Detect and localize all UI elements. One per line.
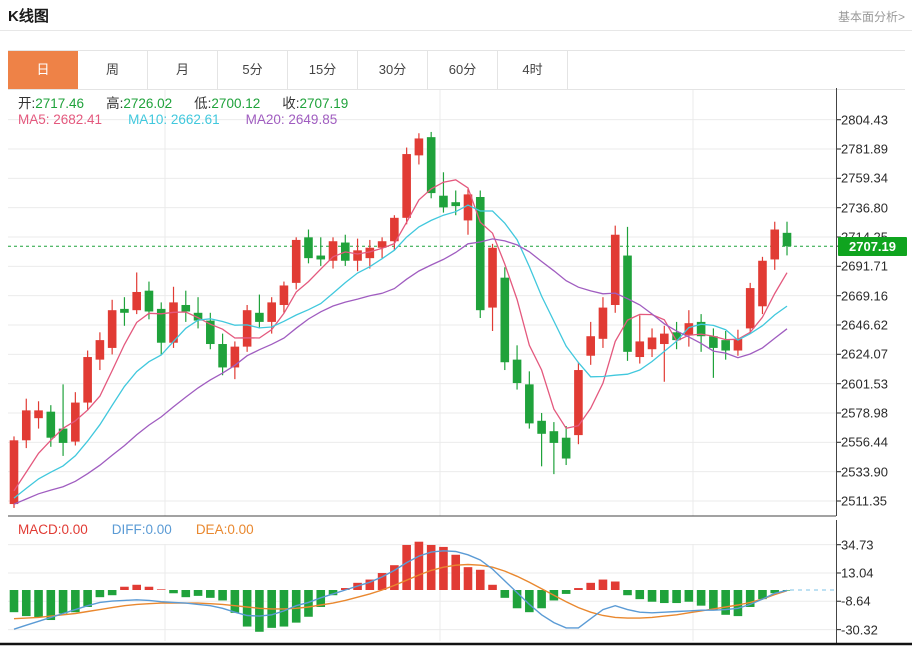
tab-4时[interactable]: 4时 [498, 51, 568, 89]
ma-value: MA5: 2682.41 [18, 112, 103, 127]
ohlc-item: 低:2700.12 [194, 96, 260, 111]
ohlc-label: 高: [106, 96, 124, 111]
price-tick-label: 2556.44 [841, 434, 888, 450]
macd-value: DIFF:0.00 [111, 522, 172, 537]
macd-readout: MACD:0.00 DIFF:0.00 DEA:0.00 [18, 522, 278, 537]
ohlc-item: 高:2726.02 [106, 96, 172, 111]
price-tick-label: 2804.43 [841, 112, 888, 128]
tab-日[interactable]: 日 [8, 51, 78, 89]
ma-value: MA20: 2649.85 [245, 112, 338, 127]
ohlc-label: 收: [282, 96, 300, 111]
fundamental-analysis-link[interactable]: 基本面分析> [837, 10, 905, 24]
macd-tick-label: -8.64 [841, 593, 871, 609]
ohlc-label: 低: [194, 96, 212, 111]
tab-月[interactable]: 月 [148, 51, 218, 89]
timeframe-tab-strip: 日周月 5分 15分 30分 60分 4时 [8, 50, 905, 90]
page-title: K线图 [8, 8, 49, 25]
ohlc-value: 2726.02 [123, 96, 173, 111]
price-tick-label: 2691.71 [841, 258, 888, 274]
price-tick-label: 2511.35 [841, 493, 888, 509]
price-tick-label: 2601.53 [841, 376, 888, 392]
ohlc-item: 开:2717.46 [18, 96, 84, 111]
tab-5分[interactable]: 5分 [218, 51, 288, 89]
price-tick-label: 2781.89 [841, 141, 888, 157]
price-tick-label: 2533.90 [841, 464, 888, 480]
macd-value: MACD:0.00 [18, 522, 88, 537]
price-tick-label: 2646.62 [841, 317, 888, 333]
price-tick-label: 2578.98 [841, 405, 888, 421]
price-tick-label: 2624.07 [841, 346, 888, 362]
price-tick-label: 2759.34 [841, 170, 888, 186]
ohlc-value: 2700.12 [211, 96, 261, 111]
ohlc-readout: 开:2717.46 高:2726.02 低:2700.12 收:2707.19 [18, 92, 370, 112]
ohlc-label: 开: [18, 96, 36, 111]
current-price-tag: 2707.19 [838, 237, 907, 256]
ohlc-value: 2707.19 [299, 96, 349, 111]
ohlc-item: 收:2707.19 [282, 96, 348, 111]
tab-周[interactable]: 周 [78, 51, 148, 89]
macd-tick-label: -30.32 [841, 622, 878, 638]
tab-60分[interactable]: 60分 [428, 51, 498, 89]
page-header: K线图 基本面分析> [0, 0, 912, 31]
ma-value: MA10: 2662.61 [128, 112, 220, 127]
ma-readout: MA5: 2682.41 MA10: 2662.61 MA20: 2649.85 [18, 112, 363, 127]
price-tick-label: 2669.16 [841, 288, 888, 304]
price-tick-label: 2736.80 [841, 200, 888, 216]
macd-tick-label: 13.04 [841, 565, 874, 581]
macd-value: DEA:0.00 [195, 522, 254, 537]
macd-tick-label: 34.73 [841, 537, 874, 553]
ohlc-value: 2717.46 [35, 96, 85, 111]
tab-15分[interactable]: 15分 [288, 51, 358, 89]
tab-30分[interactable]: 30分 [358, 51, 428, 89]
